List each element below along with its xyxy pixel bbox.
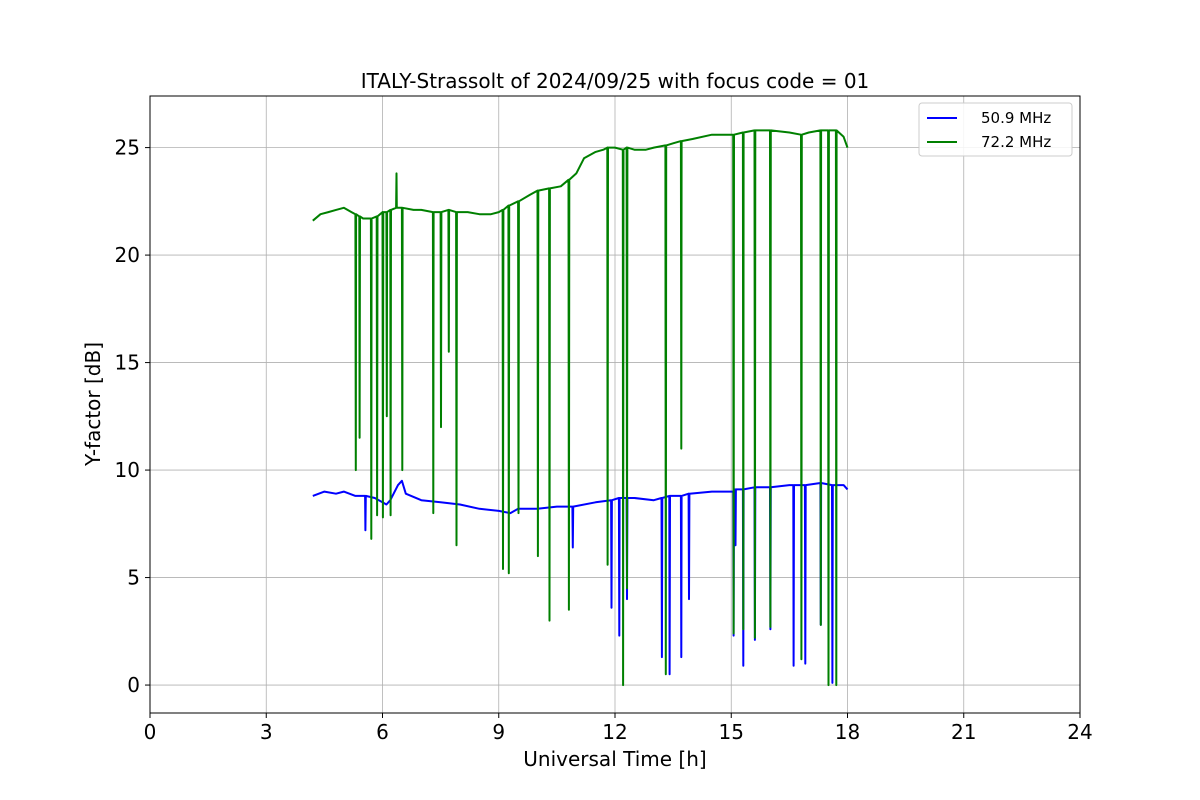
- axis-ticks: 0 3 6 9 12 15 18 21 24 0 5 10 15 20 25: [115, 136, 1093, 744]
- legend: 50.9 MHz 72.2 MHz: [918, 102, 1073, 157]
- x-axis-label: Universal Time [h]: [523, 747, 706, 771]
- x-tick-label: 18: [835, 720, 860, 744]
- y-tick-label: 20: [115, 243, 140, 267]
- y-axis-label: Y-factor [dB]: [81, 342, 105, 467]
- x-tick-label: 6: [376, 720, 389, 744]
- legend-label: 50.9 MHz: [981, 109, 1051, 127]
- x-tick-label: 3: [260, 720, 273, 744]
- y-tick-label: 0: [127, 673, 140, 697]
- series-layer: [312, 129, 849, 687]
- chart-title: ITALY-Strassolt of 2024/09/25 with focus…: [361, 69, 870, 93]
- legend-box: [918, 102, 1073, 157]
- x-tick-label: 15: [719, 720, 744, 744]
- x-tick-label: 12: [602, 720, 627, 744]
- y-tick-label: 5: [127, 566, 140, 590]
- series-line-2: [312, 129, 849, 687]
- series-line-1: [312, 479, 849, 684]
- x-tick-label: 24: [1067, 720, 1092, 744]
- y-tick-label: 15: [115, 351, 140, 375]
- x-tick-label: 21: [951, 720, 976, 744]
- y-tick-label: 25: [115, 136, 140, 160]
- y-tick-label: 10: [115, 458, 140, 482]
- legend-label: 72.2 MHz: [981, 133, 1051, 151]
- x-tick-label: 9: [492, 720, 505, 744]
- x-tick-label: 0: [144, 720, 157, 744]
